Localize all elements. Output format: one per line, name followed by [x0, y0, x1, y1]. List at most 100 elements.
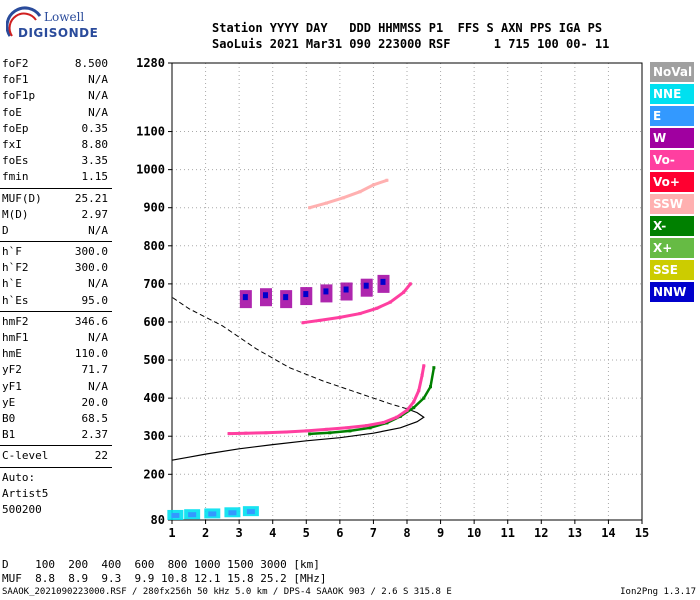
logo-lowell: Lowell	[44, 10, 85, 24]
spread-f-point	[363, 282, 369, 289]
param-separator	[0, 445, 112, 447]
x-tick-label: 3	[236, 526, 243, 540]
y-tick-label: 900	[143, 201, 165, 215]
param-row: M(D) 2.97	[0, 207, 112, 223]
y-tick-label: 800	[143, 239, 165, 253]
x-tick-label: 7	[370, 526, 377, 540]
param-row: h`F 300.0	[0, 244, 112, 260]
es-trace-point	[228, 510, 237, 516]
param-value: N/A	[88, 277, 108, 291]
es-trace-point	[208, 511, 217, 517]
x-tick-label: 15	[635, 526, 649, 540]
param-row: foF2 8.500	[0, 56, 112, 72]
o-trace-line	[227, 364, 426, 436]
param-key: h`F2	[2, 261, 29, 275]
param-value: 0.35	[81, 121, 109, 135]
param-key: yF1	[2, 379, 22, 393]
o-trace-2-point	[318, 318, 322, 322]
es-trace-point	[246, 509, 255, 515]
o-trace-2-point	[375, 306, 379, 310]
o-trace-point	[365, 424, 369, 428]
param-key: B1	[2, 428, 16, 442]
o-trace-point	[420, 373, 424, 377]
param-row: B1 2.37	[0, 427, 112, 443]
param-row: MUF(D) 25.21	[0, 191, 112, 207]
o-trace-2-line	[301, 282, 412, 325]
x-tick-label: 11	[500, 526, 514, 540]
param-value: 22	[94, 449, 108, 463]
param-value: 3.35	[81, 154, 109, 168]
param-key: hmE	[2, 347, 22, 361]
param-value: 110.0	[74, 347, 108, 361]
profile-dashed-line	[171, 296, 408, 410]
legend-item-x-: X-	[650, 216, 694, 236]
param-row: Artist5	[0, 486, 112, 502]
param-key: MUF(D)	[2, 191, 42, 205]
legend-item-nne: NNE	[650, 84, 694, 104]
param-row: h`Es 95.0	[0, 293, 112, 309]
param-key: fxI	[2, 137, 22, 151]
param-row: D N/A	[0, 223, 112, 239]
spread-f-point	[283, 294, 289, 301]
param-key: foEp	[2, 121, 29, 135]
param-key: B0	[2, 411, 16, 425]
param-row: C-level 22	[0, 448, 112, 464]
param-row: h`F2 300.0	[0, 260, 112, 276]
y-tick-label: 200	[143, 467, 165, 481]
second-hop-point	[308, 206, 312, 210]
legend-item-nnw: NNW	[650, 282, 694, 302]
es-trace-point	[188, 512, 197, 518]
param-row: foF1p N/A	[0, 88, 112, 104]
station-header: Station YYYY DAY DDD HHMMSS P1 FFS S AXN…	[212, 20, 609, 52]
param-value: 71.7	[81, 363, 109, 377]
param-row: yF2 71.7	[0, 362, 112, 378]
x-tick-label: 6	[336, 526, 343, 540]
x-tick-label: 14	[601, 526, 615, 540]
legend-item-w: W	[650, 128, 694, 148]
param-value: 95.0	[81, 293, 109, 307]
param-separator	[0, 241, 112, 243]
param-row: foE N/A	[0, 105, 112, 121]
param-value: 25.21	[74, 191, 108, 205]
param-key: D	[2, 223, 9, 237]
param-value: 8.500	[74, 57, 108, 70]
param-value: N/A	[88, 105, 108, 119]
legend-item-x-: X+	[650, 238, 694, 258]
spread-f-point	[303, 291, 309, 298]
param-key: foF1p	[2, 89, 36, 103]
muf-distance-table: D 100 200 400 600 800 1000 1500 3000 [km…	[2, 558, 327, 586]
x-trace-point	[412, 406, 416, 410]
file-info-footer: SAAOK_2021090223000.RSF / 280fx256h 50 k…	[2, 587, 452, 597]
param-value: N/A	[88, 223, 108, 237]
second-hop-point	[385, 178, 389, 182]
param-separator	[0, 187, 112, 189]
x-tick-label: 8	[403, 526, 410, 540]
param-value: 346.6	[74, 314, 108, 328]
param-key: foE	[2, 105, 22, 119]
o-trace-point	[304, 429, 308, 433]
param-row: foEp 0.35	[0, 121, 112, 137]
param-key: Artist5	[2, 486, 49, 500]
y-tick-label: 1100	[136, 125, 165, 139]
o-trace-point	[422, 364, 426, 368]
param-value: 2.97	[81, 207, 109, 221]
profile-solid-line	[171, 408, 425, 461]
spread-f-point	[242, 294, 248, 301]
second-hop-point	[371, 183, 375, 187]
param-key: hmF1	[2, 331, 29, 344]
header-labels: Station YYYY DAY DDD HHMMSS P1 FFS S AXN…	[212, 21, 603, 35]
x-tick-label: 5	[303, 526, 310, 540]
param-row: B0 68.5	[0, 411, 112, 427]
x-trace-point	[422, 396, 426, 400]
param-value: 8.80	[81, 137, 109, 151]
param-key: Auto:	[2, 470, 36, 484]
y-tick-label: 600	[143, 315, 165, 329]
param-value: 2.37	[81, 428, 109, 442]
x-trace-point	[385, 421, 389, 425]
version-label: Ion2Png 1.3.17	[620, 587, 696, 597]
legend-item-sse: SSE	[650, 260, 694, 280]
param-key: h`F	[2, 245, 22, 259]
legend-item-vo-: Vo+	[650, 172, 694, 192]
o-trace-point	[264, 431, 268, 435]
x-trace-point	[432, 366, 436, 370]
